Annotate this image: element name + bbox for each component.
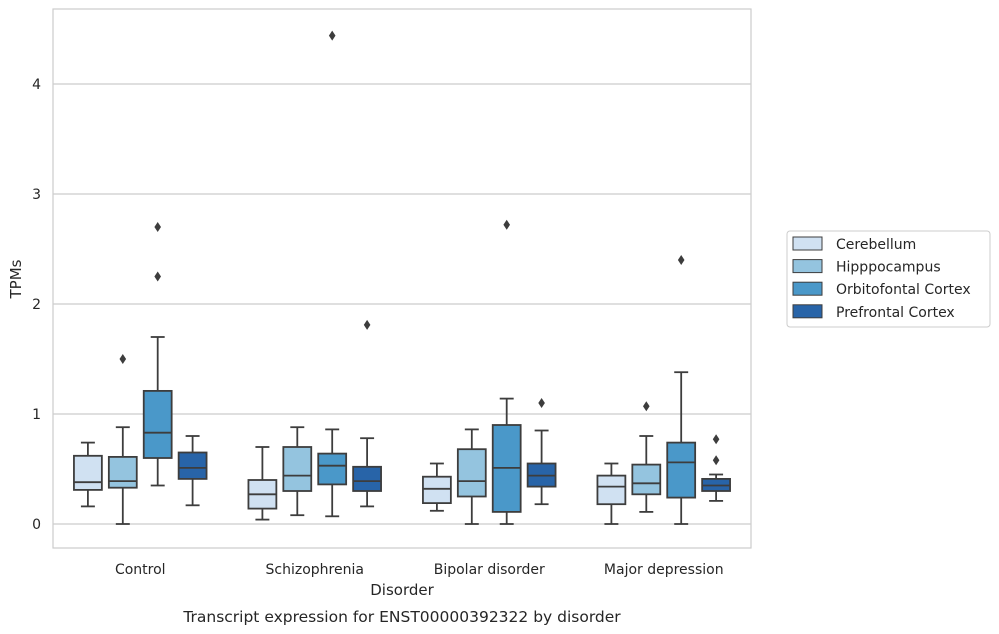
chart-title: Transcript expression for ENST0000039232…: [182, 608, 621, 626]
outlier-point: [363, 319, 371, 330]
box-prefrontal-cortex: [177, 435, 208, 507]
legend: Cerebellum Hipppocampus Orbitofontal Corte…: [786, 230, 991, 328]
box-iqr: [177, 451, 208, 480]
x-tick-label: Control: [115, 562, 166, 578]
box-iqr: [317, 452, 348, 486]
box-orbitofontal-cortex: [317, 30, 348, 518]
outlier-point: [643, 401, 650, 412]
box-cerebellum: [73, 441, 103, 508]
x-tick-label: Bipolar disorder: [434, 562, 545, 578]
box-iqr: [596, 474, 627, 506]
box-iqr: [666, 441, 697, 499]
y-axis-label: TPMs: [7, 259, 25, 299]
box-orbitofontal-cortex: [491, 219, 522, 525]
box-iqr: [107, 455, 138, 489]
box-hipppocampus: [282, 426, 313, 517]
box-prefrontal-cortex: [701, 434, 731, 502]
box-iqr: [422, 475, 452, 505]
box-orbitofontal-cortex: [666, 255, 697, 525]
outlier-point: [538, 398, 545, 408]
outlier-point: [154, 222, 161, 232]
x-tick-label: Major depression: [604, 562, 724, 578]
legend-swatch: [792, 236, 823, 251]
outlier-point: [677, 255, 685, 265]
box-hipppocampus: [631, 401, 662, 513]
y-tick-label: 3: [32, 187, 41, 203]
box-iqr: [142, 389, 173, 459]
outlier-point: [328, 30, 336, 41]
legend-label: Orbitofontal Cortex: [836, 282, 971, 298]
box-cerebellum: [247, 446, 278, 521]
outlier-point: [154, 271, 161, 282]
y-tick-label: 0: [32, 517, 41, 533]
box-prefrontal-cortex: [352, 319, 382, 508]
legend-swatch: [792, 304, 823, 319]
x-tick-label: Schizophrenia: [266, 562, 364, 578]
box-cerebellum: [596, 462, 627, 525]
box-prefrontal-cortex: [526, 398, 557, 506]
outlier-point: [712, 434, 720, 445]
legend-label: Prefrontal Cortex: [836, 305, 955, 321]
legend-swatch: [792, 259, 823, 274]
y-tick-label: 2: [32, 297, 41, 313]
legend-swatch: [792, 281, 823, 296]
outlier-point: [712, 455, 720, 466]
box-hipppocampus: [107, 354, 138, 525]
box-iqr: [631, 463, 662, 496]
legend-label: Cerebellum: [836, 237, 916, 253]
box-orbitofontal-cortex: [142, 222, 173, 487]
box-iqr: [456, 448, 487, 498]
y-tick-label: 4: [32, 77, 41, 93]
box-hipppocampus: [456, 428, 487, 525]
box-iqr: [282, 446, 313, 492]
outlier-point: [119, 354, 127, 364]
legend-label: Hipppocampus: [836, 260, 941, 276]
y-tick-label: 1: [32, 407, 41, 423]
box-cerebellum: [422, 462, 452, 512]
outlier-point: [503, 219, 510, 230]
box-iqr: [352, 465, 382, 492]
box-iqr: [73, 454, 103, 491]
x-axis-label: Disorder: [370, 581, 434, 599]
plot-frame: [52, 8, 752, 549]
legend-frame: [786, 230, 991, 328]
